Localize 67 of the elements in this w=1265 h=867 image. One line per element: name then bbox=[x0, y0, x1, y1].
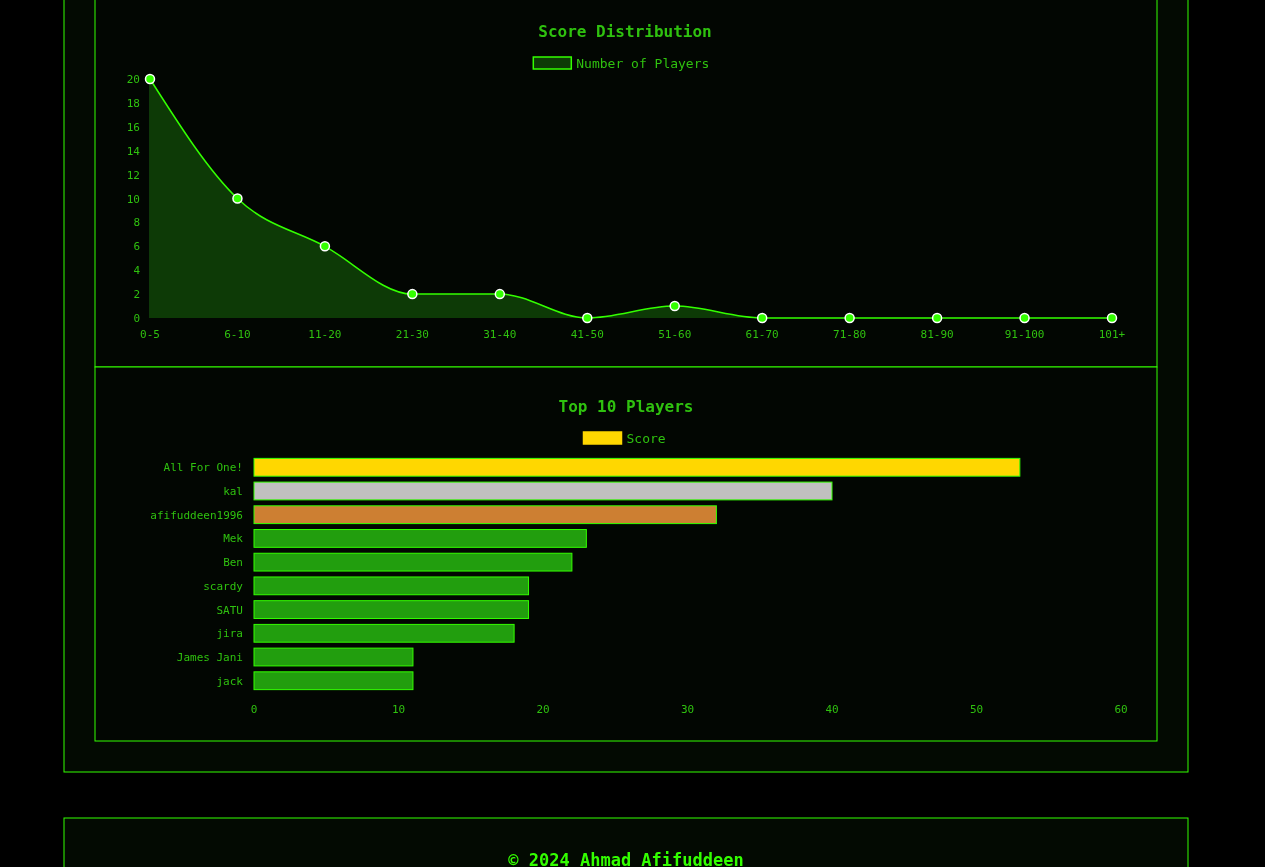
y-tick-label: All For One! bbox=[163, 461, 243, 475]
x-tick-label: 81-90 bbox=[920, 328, 954, 341]
y-tick-label: afifuddeen1996 bbox=[150, 508, 243, 522]
legend-label: Number of Players bbox=[576, 55, 710, 71]
x-tick-label: 40 bbox=[825, 703, 839, 716]
x-tick-label: 21-30 bbox=[395, 328, 429, 341]
point bbox=[232, 193, 243, 204]
x-tick-label: 20 bbox=[536, 703, 550, 716]
chart-title: Top 10 Players bbox=[558, 397, 694, 416]
y-tick-label: SATU bbox=[216, 603, 243, 617]
x-tick-label: 6-10 bbox=[224, 328, 251, 341]
x-tick-label: 10 bbox=[391, 703, 406, 716]
y-tick-label: 16 bbox=[126, 120, 140, 134]
bar bbox=[253, 481, 833, 501]
y-tick-label: 14 bbox=[126, 144, 141, 158]
point bbox=[494, 288, 506, 300]
y-tick-label: Ben bbox=[223, 556, 243, 570]
y-tick-label: 18 bbox=[126, 96, 140, 110]
chart-title: Score Distribution bbox=[538, 22, 712, 41]
y-tick-label: 8 bbox=[133, 216, 140, 230]
x-tick-label: 71-80 bbox=[833, 328, 867, 341]
y-tick-label: scardy bbox=[203, 579, 244, 593]
y-tick-label: James Jani bbox=[176, 651, 243, 665]
y-tick-label: 10 bbox=[126, 192, 140, 206]
bar bbox=[253, 623, 515, 643]
y-tick-label: 0 bbox=[133, 312, 140, 325]
bar bbox=[253, 576, 530, 596]
x-tick-label: 61-70 bbox=[745, 328, 779, 341]
x-tick-label: 50 bbox=[969, 703, 984, 716]
legend-label: Score bbox=[626, 430, 666, 446]
x-tick-label: 101+ bbox=[1098, 328, 1126, 341]
point bbox=[407, 288, 418, 300]
x-tick-label: 51-60 bbox=[658, 328, 692, 341]
bar bbox=[253, 552, 573, 572]
bar bbox=[253, 457, 1021, 477]
x-tick-label: 30 bbox=[680, 703, 695, 716]
point bbox=[582, 312, 593, 324]
point bbox=[144, 73, 156, 85]
point bbox=[1019, 312, 1030, 324]
x-tick-label: 31-40 bbox=[483, 328, 517, 341]
x-tick-label: 11-20 bbox=[308, 328, 342, 341]
point bbox=[669, 300, 680, 312]
bar bbox=[253, 647, 414, 667]
y-tick-label: 12 bbox=[126, 168, 140, 182]
y-tick-label: 4 bbox=[133, 264, 141, 278]
y-tick-label: jack bbox=[216, 674, 244, 688]
y-tick-label: 2 bbox=[133, 288, 140, 302]
point bbox=[1106, 312, 1118, 324]
bar bbox=[253, 671, 414, 691]
x-tick-label: 0-5 bbox=[140, 328, 160, 341]
text: © 2024 Ahmad Afifuddeen bbox=[508, 850, 744, 867]
y-tick-label: 6 bbox=[133, 240, 140, 254]
bar bbox=[253, 505, 717, 525]
x-tick-label: 41-50 bbox=[570, 328, 604, 341]
point bbox=[756, 312, 768, 324]
bar bbox=[253, 600, 530, 619]
x-tick-label: 91-100 bbox=[1004, 328, 1045, 341]
point bbox=[319, 241, 331, 252]
y-tick-label: kal bbox=[223, 484, 243, 498]
y-tick-label: Mek bbox=[223, 532, 244, 546]
bar bbox=[253, 529, 587, 548]
y-tick-label: jira bbox=[216, 627, 243, 641]
point bbox=[844, 312, 855, 324]
y-tick-label: 20 bbox=[126, 73, 140, 86]
point bbox=[931, 312, 943, 324]
x-tick-label: 0 bbox=[250, 703, 258, 716]
x-tick-label: 60 bbox=[1114, 703, 1128, 716]
